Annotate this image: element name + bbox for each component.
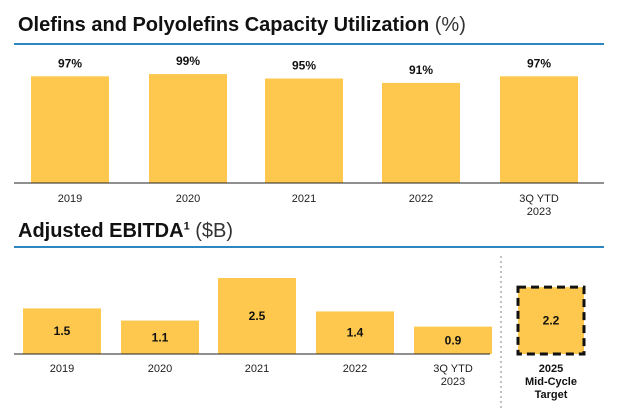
bar-2019 <box>23 308 101 354</box>
data-label: 1.1 <box>152 330 169 344</box>
bar-2021 <box>218 278 296 354</box>
x-tick-label: 2022 <box>409 193 433 205</box>
bar-3q-ytd-2023 <box>414 326 492 354</box>
capacity-utilization-panel: Olefins and Polyolefins Capacity Utiliza… <box>14 14 604 218</box>
chart-title: Adjusted EBITDA1 ($B) <box>18 220 233 243</box>
title-rule <box>14 246 604 248</box>
target-label: 2025 <box>539 363 563 375</box>
data-label: 97% <box>58 56 82 70</box>
chart-title-text: Olefins and Polyolefins Capacity Utiliza… <box>18 14 430 36</box>
data-label: 0.9 <box>445 333 462 347</box>
chart-unit: (%) <box>434 14 466 36</box>
bar-2019 <box>31 76 109 183</box>
x-tick-label: 2023 <box>441 376 465 388</box>
target-bar <box>516 285 586 356</box>
title-rule <box>14 43 604 45</box>
x-tick-label: 2020 <box>176 193 200 205</box>
chart-unit: ($B) <box>195 220 234 242</box>
data-label: 1.4 <box>347 326 364 340</box>
x-tick-label: 2021 <box>292 193 316 205</box>
x-tick-label: 3Q YTD <box>433 363 473 375</box>
x-tick-label: 2019 <box>50 363 74 375</box>
x-tick-label: 2021 <box>245 363 269 375</box>
x-tick-label: 2019 <box>58 193 82 205</box>
bar-2022 <box>382 82 460 183</box>
target-label: Target <box>535 389 568 401</box>
chart-title-text: Adjusted EBITDA <box>18 220 184 242</box>
data-label: 1.5 <box>54 324 71 338</box>
data-label: 99% <box>176 54 200 68</box>
x-tick-label: 2022 <box>343 363 367 375</box>
x-tick-label: 2020 <box>148 363 172 375</box>
target-data-label: 2.2 <box>543 314 560 328</box>
bar-2021 <box>265 78 343 183</box>
bar-3q-ytd-2023 <box>500 76 578 183</box>
x-tick-label: 2023 <box>527 206 551 218</box>
data-label: 95% <box>292 59 316 73</box>
bar-2022 <box>316 311 394 354</box>
data-label: 91% <box>409 63 433 77</box>
chart-title: Olefins and Polyolefins Capacity Utiliza… <box>18 14 466 37</box>
bar-2020 <box>121 320 199 354</box>
bar-2020 <box>149 74 227 183</box>
data-label: 2.5 <box>249 309 266 323</box>
capacity-chart-svg: 97% 2019 99% 2020 95% 2021 91% 2022 97% 3Q YTD202… <box>14 54 604 218</box>
ebitda-panel: Adjusted EBITDA1 ($B) 1.5 2019 1.1 2020 2.5 2… <box>0 220 640 412</box>
target-label: Mid-Cycle <box>525 376 577 388</box>
chart-title-superscript: 1 <box>183 220 190 233</box>
data-label: 97% <box>527 56 551 70</box>
x-tick-label: 3Q YTD <box>519 193 559 205</box>
